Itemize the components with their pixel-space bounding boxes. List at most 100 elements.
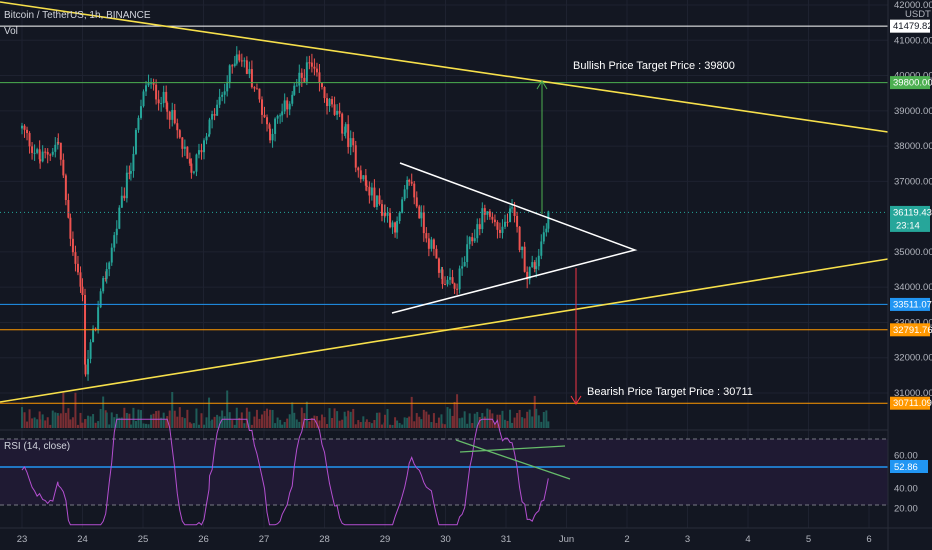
- candle-body: [228, 65, 231, 83]
- candle-body: [197, 150, 200, 155]
- volume-bar: [516, 412, 519, 428]
- price-label-support-orange: 32791.76: [893, 325, 932, 336]
- candle-body: [471, 237, 474, 242]
- volume-bar: [528, 409, 531, 428]
- candle-body: [406, 180, 409, 190]
- candle-body: [373, 187, 376, 207]
- symmetrical-triangle[interactable]: [391, 162, 638, 314]
- volume-bar: [203, 424, 206, 428]
- time-tick-label: 31: [501, 534, 512, 545]
- volume-bar: [271, 409, 274, 428]
- candle-body: [38, 149, 41, 160]
- volume-bar: [331, 418, 334, 428]
- candle-body: [253, 87, 256, 89]
- candle-body: [150, 82, 153, 84]
- volume-bar: [453, 401, 456, 428]
- volume-bar: [195, 408, 198, 428]
- volume-bar: [341, 419, 344, 428]
- volume-bar: [513, 417, 516, 428]
- candle-body: [74, 252, 77, 264]
- volume-bar: [476, 411, 479, 428]
- candle-body: [323, 87, 326, 99]
- price-label-box-current: [890, 205, 930, 232]
- candle-body: [466, 244, 469, 263]
- candle-body: [54, 144, 57, 152]
- volume-bar: [389, 424, 392, 428]
- time-axis-ticks[interactable]: 23 24 25 26 27 28 29 30 31 Jun 2 3 4 5 6: [17, 534, 872, 545]
- volume-bar: [218, 416, 221, 428]
- time-tick-label: 6: [866, 534, 871, 545]
- volume-bar: [152, 413, 155, 428]
- volume-bar: [533, 395, 536, 428]
- candle-body: [491, 216, 494, 220]
- volume-bar: [458, 418, 461, 428]
- volume-bar: [108, 424, 111, 428]
- rsi-divergence-line-2[interactable]: [459, 445, 566, 453]
- volume-bar: [403, 417, 406, 428]
- volume-bar: [466, 423, 469, 428]
- volume-bar: [54, 412, 57, 428]
- candle-body: [533, 262, 536, 269]
- candle-body: [410, 181, 413, 184]
- price-tick-label: 41000.00: [894, 35, 932, 46]
- candle-body: [430, 239, 433, 249]
- volume-bar: [263, 410, 266, 428]
- candle-body: [84, 364, 87, 375]
- candle-body: [365, 185, 368, 187]
- rsi-divergence-line-1[interactable]: [455, 439, 571, 480]
- candle-body: [295, 85, 298, 87]
- volume-bar: [288, 414, 291, 428]
- volume-indicator-label[interactable]: Vol: [4, 26, 18, 37]
- candle-body: [305, 62, 308, 82]
- volume-bar: [413, 421, 416, 428]
- volume-bar: [295, 419, 298, 428]
- candle-body: [81, 286, 84, 296]
- price-axis[interactable]: [888, 0, 932, 550]
- candle-body: [333, 104, 336, 115]
- candle-body: [132, 153, 135, 172]
- candle-body: [293, 85, 296, 95]
- candle-body: [23, 125, 26, 130]
- candle-body: [71, 238, 74, 253]
- volume-bar: [240, 412, 243, 428]
- candle-body: [364, 175, 367, 186]
- rsi-label[interactable]: RSI (14, close): [4, 441, 70, 452]
- candle-body: [425, 233, 428, 239]
- volume-bar: [493, 423, 496, 428]
- candle-body: [303, 77, 306, 82]
- chart-title[interactable]: Bitcoin / TetherUS, 1h, BINANCE: [4, 10, 151, 21]
- volume-bar: [168, 410, 171, 428]
- candle-body: [516, 215, 519, 227]
- candle-body: [59, 142, 62, 160]
- candle-body: [318, 72, 321, 84]
- volume-bar: [298, 421, 301, 428]
- candle-body: [378, 195, 381, 205]
- lower-trendline[interactable]: [0, 258, 889, 403]
- candle-body: [506, 221, 509, 223]
- candle-body: [195, 154, 198, 172]
- volume-bar: [205, 417, 208, 428]
- volume-bar: [521, 417, 524, 428]
- volume-bar: [349, 411, 352, 428]
- candle-body: [203, 140, 206, 153]
- volume-bar: [266, 408, 269, 428]
- candle-body: [461, 266, 464, 269]
- volume-bar: [468, 413, 471, 428]
- volume-bar: [328, 408, 331, 428]
- candle-body: [56, 142, 59, 145]
- candle-body: [258, 88, 261, 100]
- volume-bar: [375, 412, 378, 428]
- volume-bar: [128, 413, 131, 428]
- price-label-support-blue: 33511.07: [893, 299, 932, 310]
- candle-body: [413, 183, 416, 198]
- candle-body: [458, 268, 461, 290]
- volume-bar: [446, 407, 449, 428]
- upper-trendline[interactable]: [0, 1, 889, 133]
- candle-body: [49, 154, 52, 156]
- volume-bar: [150, 414, 153, 428]
- candle-body: [408, 180, 411, 182]
- candle-body: [108, 262, 111, 270]
- price-tick-label: 40000.00: [894, 71, 932, 82]
- volume-bar: [310, 417, 313, 428]
